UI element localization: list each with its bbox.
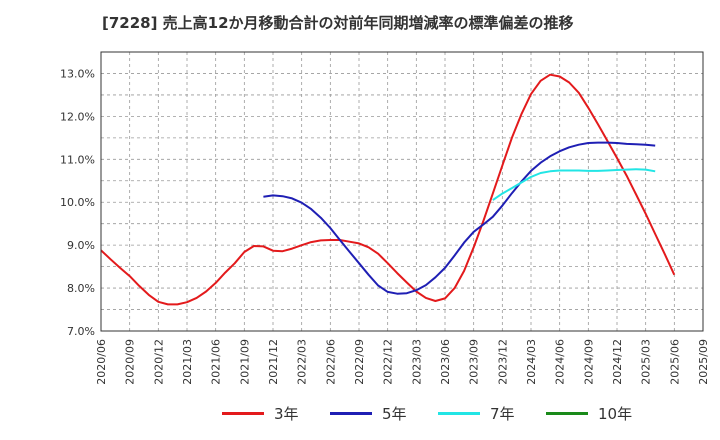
y-tick-label: 7.0% (67, 325, 95, 338)
y-tick-label: 9.0% (67, 239, 95, 252)
x-tick-label: 2020/09 (124, 339, 137, 385)
y-tick-label: 12.0% (60, 110, 95, 123)
legend-swatch (438, 412, 480, 415)
x-tick-label: 2023/12 (496, 339, 509, 385)
x-tick-label: 2022/06 (324, 339, 337, 385)
x-tick-label: 2023/03 (410, 339, 423, 385)
legend-label: 3年 (274, 405, 299, 423)
legend-swatch (546, 412, 588, 415)
x-tick-label: 2021/03 (181, 339, 194, 385)
legend-label: 7年 (490, 405, 515, 423)
legend-item-2: 7年 (438, 403, 515, 424)
legend-item-3: 10年 (546, 403, 632, 424)
x-tick-label: 2024/03 (525, 339, 538, 385)
x-tick-label: 2025/06 (668, 339, 681, 385)
x-tick-label: 2025/09 (697, 339, 710, 385)
x-tick-label: 2020/06 (95, 339, 108, 385)
legend: 3年 5年 7年 10年 (0, 403, 720, 425)
x-tick-label: 2021/09 (238, 339, 251, 385)
x-tick-label: 2022/09 (353, 339, 366, 385)
series-line-0 (100, 73, 676, 306)
y-tick-label: 8.0% (67, 282, 95, 295)
legend-swatch (330, 412, 372, 415)
plot-frame (100, 51, 704, 332)
legend-label: 5年 (382, 405, 407, 423)
x-tick-label: 2020/12 (152, 339, 165, 385)
x-tick-label: 2024/12 (611, 339, 624, 385)
series-line-1 (263, 141, 656, 295)
x-tick-label: 2024/09 (582, 339, 595, 385)
chart-title: [7228] 売上高12か月移動合計の対前年同期増減率の標準偏差の推移 (102, 14, 574, 32)
y-tick-label: 13.0% (60, 67, 95, 80)
legend-item-0: 3年 (222, 403, 299, 424)
x-tick-label: 2022/03 (296, 339, 309, 385)
x-tick-label: 2023/09 (468, 339, 481, 385)
x-tick-labels: 2020/06 2020/09 2020/12 2021/03 2021/06 2021/… (95, 339, 710, 385)
series-line-2 (492, 168, 656, 201)
x-tick-label: 2021/12 (267, 339, 280, 385)
x-tick-label: 2024/06 (554, 339, 567, 385)
x-tick-label: 2021/06 (210, 339, 223, 385)
legend-swatch (222, 412, 264, 415)
y-tick-label: 11.0% (60, 153, 95, 166)
legend-item-1: 5年 (330, 403, 407, 424)
x-tick-label: 2025/03 (640, 339, 653, 385)
x-tick-label: 2023/06 (439, 339, 452, 385)
legend-label: 10年 (598, 405, 633, 423)
grid (100, 51, 704, 332)
x-tick-label: 2022/12 (382, 339, 395, 385)
series-lines (100, 73, 676, 306)
y-tick-label: 10.0% (60, 196, 95, 209)
y-tick-labels: 7.0% 8.0% 9.0% 10.0% 11.0% 12.0% 13.0% (60, 67, 95, 338)
